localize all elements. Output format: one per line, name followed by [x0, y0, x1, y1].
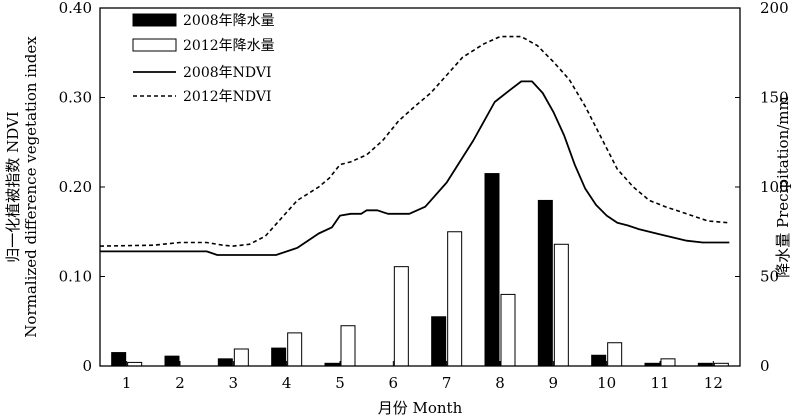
legend-label-2008-ndvi: 2008年NDVI: [183, 65, 272, 81]
y-left-axis-title-line2: Normalized difference vegetation index: [22, 36, 40, 338]
x-tick-label-11: 11: [650, 374, 669, 392]
y-left-tick-label-1: 0.10: [59, 268, 92, 286]
x-tick-label-8: 8: [495, 374, 505, 392]
bar-2008-m10: [591, 354, 607, 367]
y-right-tick-label-2: 100: [760, 178, 789, 196]
bar-2008-m3: [217, 358, 233, 367]
y-right-tick-label-3: 150: [760, 89, 789, 107]
x-tick-label-1: 1: [122, 374, 132, 392]
x-tick-label-3: 3: [229, 374, 239, 392]
y-right-axis-title: 降水量 Precipitation/mm: [774, 96, 792, 278]
x-tick-label-6: 6: [389, 374, 399, 392]
y-right-tick-label-0: 0: [760, 357, 770, 375]
y-left-tick-label-4: 0.40: [59, 0, 92, 17]
bar-2008-m4: [271, 347, 287, 367]
legend: 2008年降水量 2012年降水量 2008年NDVI 2012年NDVI: [132, 13, 275, 105]
legend-label-2012-ndvi: 2012年NDVI: [183, 89, 272, 105]
plot-frame: [99, 7, 741, 367]
bar-2012-m5: [340, 325, 356, 367]
y-left-axis-ticks: 0 0.10 0.20 0.30 0.40: [59, 0, 105, 375]
ndvi-line-2008: [100, 80, 730, 256]
bar-2008-m9: [537, 199, 553, 367]
x-tick-label-5: 5: [335, 374, 345, 392]
y-left-tick-label-2: 0.20: [59, 178, 92, 196]
bar-2012-m4: [287, 332, 303, 367]
bar-2012-m3: [233, 348, 249, 367]
y-right-axis-ticks: 0 50 100 150 200: [735, 0, 789, 375]
x-tick-label-12: 12: [704, 374, 723, 392]
x-tick-label-10: 10: [597, 374, 616, 392]
x-tick-label-7: 7: [442, 374, 452, 392]
bar-2012-m9: [553, 243, 569, 367]
bars-layer: [111, 173, 729, 367]
bar-2012-m11: [660, 358, 676, 367]
x-axis-title: 月份 Month: [378, 399, 463, 417]
x-tick-label-2: 2: [175, 374, 185, 392]
x-tick-label-9: 9: [549, 374, 559, 392]
ndvi-line-2012: [99, 35, 730, 247]
y-left-axis-title-line1: 归一化植被指数 NDVI: [4, 111, 22, 262]
y-left-tick-label-3: 0.30: [59, 89, 92, 107]
lines-layer: [99, 35, 730, 256]
legend-swatch-2012-precipitation: [132, 38, 177, 52]
y-right-tick-label-4: 200: [760, 0, 789, 17]
bar-2012-m10: [607, 342, 623, 367]
legend-swatch-2008-precipitation: [132, 13, 177, 27]
legend-label-2008-precipitation: 2008年降水量: [183, 13, 275, 29]
bar-2008-m8: [484, 173, 500, 367]
bar-2008-m2: [164, 355, 180, 367]
bar-2008-m7: [431, 316, 447, 367]
bar-2008-m1: [111, 352, 127, 367]
bar-2012-m7: [447, 231, 463, 367]
legend-label-2012-precipitation: 2012年降水量: [183, 38, 275, 54]
y-right-tick-label-1: 50: [760, 268, 779, 286]
y-left-tick-label-0: 0: [82, 357, 92, 375]
bar-2012-m8: [500, 293, 516, 367]
x-axis-ticks: 1 2 3 4 5 6 7 8 9 10 11 12: [122, 361, 723, 392]
x-tick-label-4: 4: [282, 374, 292, 392]
bar-2012-m6: [393, 266, 409, 367]
